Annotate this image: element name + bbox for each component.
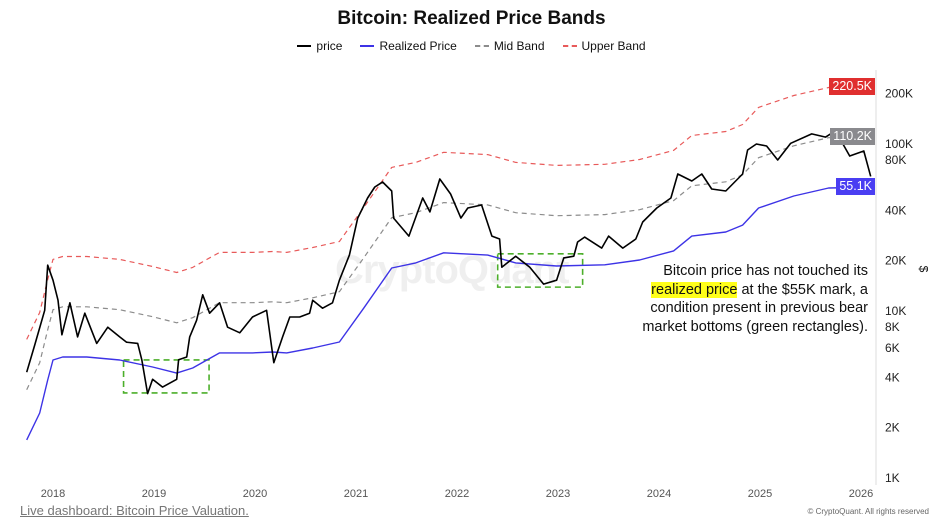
annotation-text: Bitcoin price has not touched its realiz… [642,262,868,336]
y-tick-label: 40K [885,203,906,217]
bear-bottom-highlight-rect [496,253,584,288]
last-value-label: 110.2K [830,127,875,145]
annotation-highlight: realized price [651,281,738,298]
y-axis-label: $ [916,265,931,273]
x-tick-label: 2026 [849,488,873,500]
last-value-label: 220.5K [829,77,875,95]
legend-swatch-price [297,45,312,47]
chart-title: Bitcoin: Realized Price Bands [337,8,606,29]
annotation-line: market bottoms (green rectangles). [642,318,868,335]
x-tick-label: 2020 [243,488,267,500]
x-tick-label: 2018 [41,488,65,500]
y-tick-label: 8K [885,320,900,334]
legend-item-price[interactable]: price [297,39,342,53]
y-tick-label: 100K [885,137,913,151]
annotation-line: Bitcoin price has not touched its [663,263,868,279]
legend-swatch-realized-price [360,45,375,47]
y-tick-label: 6K [885,341,900,355]
y-tick-label: 10K [885,304,906,318]
x-tick-label: 2024 [647,488,671,500]
bear-bottom-highlight-rect [122,359,210,394]
legend-item-mid-band[interactable]: Mid Band [474,39,545,53]
annotation-line: realized price at the $55K mark, a [642,281,868,300]
annotation-line: condition present in previous bear [650,300,868,316]
live-dashboard-link[interactable]: Live dashboard: Bitcoin Price Valuation. [20,503,249,518]
legend: price Realized Price Mid Band Upper Band [0,39,943,53]
legend-swatch-mid-band [474,45,489,47]
y-tick-label: 80K [885,153,906,167]
copyright: © CryptoQuant. All rights reserved [807,507,930,516]
legend-label: Upper Band [581,39,646,53]
series-line-realized-price [26,186,871,441]
series-line-upper-band [26,86,871,340]
legend-label: price [316,39,343,53]
last-value-label: 55.1K [836,178,875,196]
y-tick-label: 20K [885,254,906,268]
legend-label: Mid Band [493,39,545,53]
watermark: CryptoQuant [335,248,569,292]
x-tick-label: 2019 [142,488,166,500]
y-tick-label: 4K [885,370,900,384]
x-tick-label: 2025 [748,488,772,500]
annotation-text-part: at the $55K mark, a [737,281,868,298]
y-tick-label: 200K [885,87,913,101]
x-tick-label: 2023 [546,488,570,500]
x-tick-label: 2021 [344,488,368,500]
series-line-mid-band [26,136,871,390]
series-line-price [25,130,872,395]
legend-swatch-upper-band [562,45,577,47]
y-tick-label: 2K [885,421,900,435]
x-tick-label: 2022 [445,488,469,500]
y-tick-label: 1K [885,471,900,485]
legend-item-realized-price[interactable]: Realized Price [360,39,457,53]
legend-item-upper-band[interactable]: Upper Band [562,39,646,53]
legend-label: Realized Price [379,39,457,53]
